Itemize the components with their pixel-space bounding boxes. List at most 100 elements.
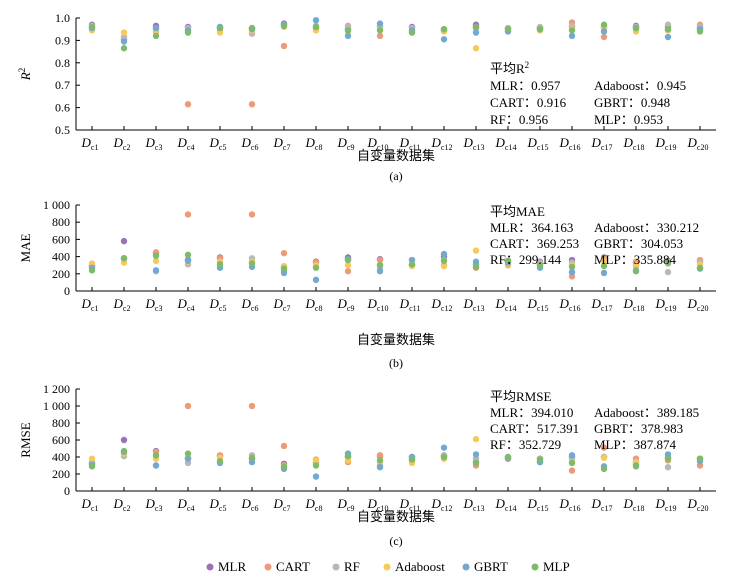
x-tick-label: Dc12 bbox=[431, 296, 453, 313]
summary-value: GBRT：304.053 bbox=[594, 236, 683, 251]
data-point bbox=[184, 29, 192, 36]
x-tick-label: Dc15 bbox=[527, 496, 549, 513]
data-point bbox=[472, 263, 480, 271]
data-point bbox=[376, 457, 384, 464]
y-axis-label: R2 bbox=[17, 68, 33, 81]
data-point bbox=[600, 444, 608, 451]
data-point bbox=[312, 17, 320, 24]
x-tick-label: Dc13 bbox=[463, 135, 485, 152]
data-point bbox=[472, 247, 480, 254]
data-point bbox=[632, 463, 640, 470]
data-point bbox=[568, 263, 576, 271]
y-tick-label: 0.5 bbox=[55, 123, 70, 137]
chart-panel-3: 0 200 400 600 800 1 000 1 200 Dc1 Dc2 Dc3 Dc4 Dc5 Dc… bbox=[18, 382, 716, 548]
x-tick-label: Dc14 bbox=[495, 296, 517, 313]
data-point bbox=[664, 33, 672, 41]
x-tick-label: Dc5 bbox=[209, 296, 227, 313]
x-tick-label: Dc4 bbox=[177, 496, 195, 513]
data-point bbox=[120, 436, 128, 444]
data-point bbox=[440, 250, 448, 258]
x-tick-label: Dc17 bbox=[591, 496, 613, 513]
legend-label: RF bbox=[344, 559, 360, 574]
legend-item-rf: RF bbox=[332, 559, 360, 574]
data-point bbox=[280, 442, 288, 450]
y-tick-label: 0 bbox=[64, 484, 70, 498]
data-point bbox=[472, 435, 480, 443]
x-tick-label: Dc19 bbox=[655, 135, 677, 152]
data-point bbox=[88, 463, 96, 470]
summary-value: Adaboost：389.185 bbox=[594, 405, 699, 420]
data-point bbox=[184, 450, 192, 457]
chart-panel-2: 0 200 400 600 800 1 000 Dc1 Dc2 Dc3 Dc4 Dc5 Dc6 Dc7 D… bbox=[18, 198, 716, 370]
data-point bbox=[216, 261, 224, 268]
summary-value: CART：0.916 bbox=[490, 95, 567, 110]
data-point bbox=[376, 27, 384, 34]
data-point bbox=[184, 257, 192, 265]
x-tick-label: Dc16 bbox=[559, 135, 581, 152]
x-tick-label: Dc14 bbox=[495, 496, 517, 513]
x-tick-label: Dc7 bbox=[273, 496, 291, 513]
data-point bbox=[632, 268, 640, 275]
data-point bbox=[440, 262, 448, 270]
data-point bbox=[376, 268, 384, 275]
data-point bbox=[600, 21, 608, 28]
series-adaboost bbox=[88, 23, 704, 52]
data-point bbox=[344, 262, 352, 269]
summary-value: GBRT：378.983 bbox=[594, 421, 683, 436]
data-point bbox=[312, 276, 320, 284]
data-point bbox=[88, 267, 96, 274]
data-point bbox=[600, 257, 608, 265]
x-tick-label: Dc6 bbox=[241, 296, 259, 313]
legend-item-cart: CART bbox=[264, 559, 310, 574]
legend-marker bbox=[531, 563, 539, 571]
summary-value: RF：352.729 bbox=[490, 437, 561, 452]
legend-marker bbox=[332, 563, 340, 571]
series-rf bbox=[88, 21, 704, 41]
y-tick-label: 800 bbox=[52, 416, 70, 430]
data-point bbox=[120, 38, 128, 45]
data-point bbox=[120, 447, 128, 455]
data-point bbox=[88, 23, 96, 31]
x-tick-label: Dc20 bbox=[687, 496, 709, 513]
data-point bbox=[536, 262, 544, 269]
x-tick-label: Dc13 bbox=[463, 296, 485, 313]
y-tick-label: 400 bbox=[52, 450, 70, 464]
data-point bbox=[184, 402, 192, 410]
data-point bbox=[216, 24, 224, 32]
data-point bbox=[408, 261, 416, 268]
legend-label: CART bbox=[276, 559, 310, 574]
x-tick-label: Dc20 bbox=[687, 135, 709, 152]
data-point bbox=[248, 24, 256, 32]
x-tick-label: Dc6 bbox=[241, 135, 259, 152]
x-tick-label: Dc1 bbox=[81, 496, 99, 513]
data-point bbox=[536, 456, 544, 463]
data-point bbox=[312, 264, 320, 271]
series-mlr bbox=[88, 20, 704, 43]
data-point bbox=[120, 45, 128, 52]
data-point bbox=[408, 29, 416, 36]
x-tick-label: Dc7 bbox=[273, 135, 291, 152]
series-mlp bbox=[88, 447, 704, 473]
data-point bbox=[664, 258, 672, 265]
x-tick-label: Dc9 bbox=[337, 496, 355, 513]
data-point bbox=[440, 444, 448, 451]
data-point bbox=[600, 269, 608, 277]
x-tick-label: Dc2 bbox=[113, 496, 131, 513]
data-point bbox=[152, 452, 160, 459]
summary-value: GBRT：0.948 bbox=[594, 95, 670, 110]
legend-label: GBRT bbox=[474, 559, 508, 574]
data-point bbox=[344, 268, 352, 275]
summary-value: MLP：387.874 bbox=[594, 437, 676, 452]
panel-label: (a) bbox=[389, 169, 402, 183]
data-point bbox=[472, 23, 480, 31]
data-point bbox=[696, 28, 704, 35]
data-point bbox=[408, 456, 416, 463]
data-point bbox=[664, 455, 672, 462]
series-gbrt bbox=[88, 17, 704, 45]
x-tick-label: Dc5 bbox=[209, 496, 227, 513]
data-point bbox=[568, 27, 576, 34]
y-tick-label: 200 bbox=[52, 267, 70, 281]
x-axis-label: 自变量数据集 bbox=[357, 332, 435, 347]
legend-item-adaboost: Adaboost bbox=[383, 559, 445, 574]
panel-label: (c) bbox=[389, 534, 402, 548]
